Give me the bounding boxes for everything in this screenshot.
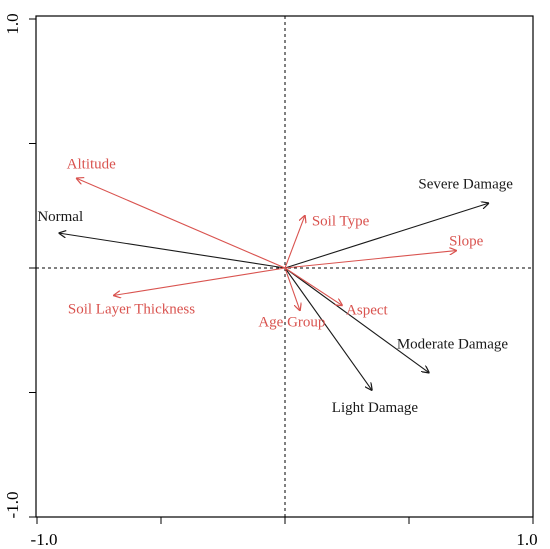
arrow-severe-damage — [284, 203, 488, 269]
label-altitude: Altitude — [67, 156, 117, 172]
x-tick-label-max: 1.0 — [516, 530, 537, 549]
x-axis-ticks — [36, 517, 534, 524]
label-aspect: Aspect — [346, 302, 388, 318]
label-soil-layer-thickness: Soil Layer Thickness — [68, 301, 195, 317]
label-soil-type: Soil Type — [312, 214, 370, 230]
label-normal: Normal — [37, 209, 83, 225]
arrow-altitude — [77, 178, 286, 269]
arrow-age-group — [284, 267, 300, 310]
arrow-aspect — [284, 267, 342, 305]
arrow-soil-type — [284, 216, 305, 269]
label-age-group: Age Group — [258, 314, 325, 330]
arrow-moderate-damage — [284, 267, 429, 373]
x-tick-label-min: -1.0 — [31, 530, 58, 549]
biplot-labels: Severe Damage Normal Moderate Damage Light … — [37, 156, 513, 416]
arrow-soil-layer-thickness — [114, 267, 286, 295]
y-tick-label-min: -1.0 — [3, 492, 22, 519]
label-moderate-damage: Moderate Damage — [397, 337, 509, 353]
plot-frame — [35, 15, 534, 518]
arrow-slope — [284, 251, 456, 269]
label-light-damage: Light Damage — [332, 400, 419, 416]
arrow-normal — [59, 233, 286, 269]
label-slope: Slope — [449, 234, 484, 250]
biplot-arrows — [59, 178, 488, 390]
arrow-light-damage — [284, 267, 372, 390]
label-severe-damage: Severe Damage — [418, 176, 513, 192]
y-axis-ticks — [29, 18, 36, 518]
y-tick-label-max: 1.0 — [3, 13, 22, 34]
